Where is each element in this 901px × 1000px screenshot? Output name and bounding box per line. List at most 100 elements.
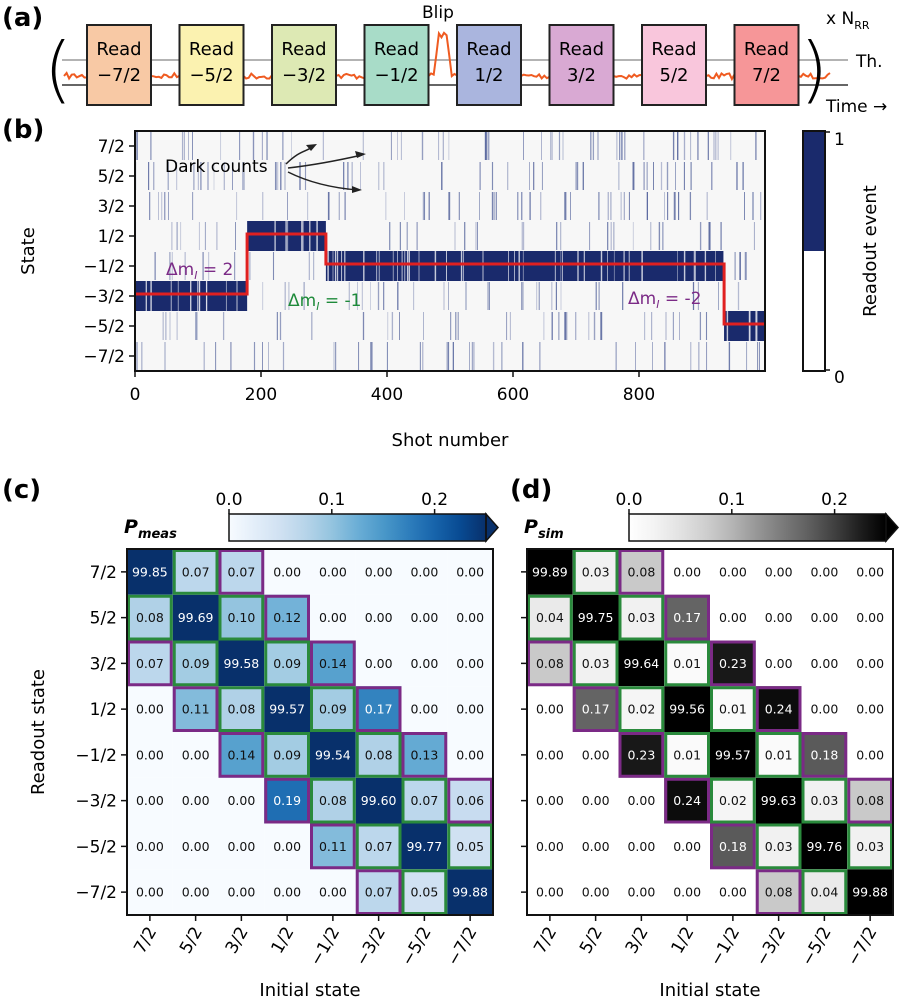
matrix-ytick-label: −5/2 bbox=[75, 837, 117, 857]
matrix-cell-value: 0.04 bbox=[810, 885, 838, 900]
matrix-cell bbox=[264, 640, 310, 687]
matrix-cell-value: 0.01 bbox=[765, 747, 793, 762]
read-label-bottom: 7/2 bbox=[752, 65, 781, 86]
delta-m1-outline bbox=[527, 594, 573, 641]
delta-m-annotation-3: ΔmI = -2 bbox=[628, 289, 701, 311]
delta-m1-outline bbox=[172, 640, 219, 687]
matrix-cell bbox=[710, 777, 756, 824]
matrix-cell-value: 0.00 bbox=[582, 839, 610, 854]
matrix-cell-value: 0.07 bbox=[365, 839, 393, 854]
colorbar-tick-label: 0.2 bbox=[421, 490, 448, 510]
delta-m2-outline bbox=[618, 549, 665, 595]
read-block-1: Read −5/2 bbox=[178, 24, 245, 106]
matrix-cell bbox=[218, 640, 265, 687]
matrix-cell-value: 0.00 bbox=[410, 656, 438, 671]
read-box bbox=[548, 24, 615, 106]
matrix-cell bbox=[172, 777, 219, 824]
panel-b-state-trace: 7/2 5/2 3/2 1/2 −1/2 −3/2 −5/2 −7/2 0 200 400 600 8… bbox=[18, 130, 881, 451]
matrix-ytick-label: 5/2 bbox=[90, 609, 117, 629]
matrix-cell-value: 0.00 bbox=[810, 656, 838, 671]
matrix-cell bbox=[172, 549, 219, 595]
matrix-cell bbox=[618, 594, 665, 641]
matrix-cell-value: 0.17 bbox=[673, 610, 701, 625]
delta-m-annotation-1: ΔmI = 2 bbox=[166, 260, 233, 282]
matrix-cell-value: 0.00 bbox=[182, 885, 210, 900]
matrix-cell bbox=[355, 732, 402, 778]
matrix-cell-value: 0.00 bbox=[319, 885, 347, 900]
matrix-cell bbox=[218, 594, 265, 641]
delta-m1-outline bbox=[755, 823, 802, 870]
matrix-cell bbox=[401, 549, 448, 595]
matrix-cell bbox=[847, 777, 893, 824]
delta-m1-outline bbox=[618, 594, 665, 641]
matrix-cell bbox=[447, 869, 493, 915]
matrix-cell-value: 0.17 bbox=[582, 702, 610, 717]
delta-m1-outline bbox=[264, 732, 310, 778]
matrix-cell-value: 0.00 bbox=[627, 793, 655, 808]
matrix-cell bbox=[664, 640, 710, 687]
delta-m2-outline bbox=[847, 777, 893, 824]
matrix-cell bbox=[218, 732, 265, 778]
matrix-cell-value: 0.03 bbox=[582, 656, 610, 671]
matrix-xtick-label: 5/2 bbox=[576, 924, 607, 958]
matrix-xtick-label: −3/2 bbox=[352, 924, 390, 970]
matrix-ytick-label: −3/2 bbox=[75, 792, 117, 812]
matrix-cell-value: 99.64 bbox=[623, 656, 659, 671]
matrix-cell-value: 0.00 bbox=[536, 793, 564, 808]
matrix-cell-value: 0.07 bbox=[182, 564, 210, 579]
delta-m1-outline bbox=[355, 823, 402, 870]
b-ytick-label: −7/2 bbox=[83, 347, 125, 367]
matrix-cell bbox=[618, 823, 665, 870]
matrix-cell-value: 99.56 bbox=[669, 702, 705, 717]
dark-counts-arrowhead-1 bbox=[306, 144, 317, 151]
matrix-cell-value: 99.60 bbox=[361, 793, 397, 808]
matrix-cell bbox=[172, 686, 219, 732]
matrix-cell bbox=[127, 869, 173, 915]
matrix-cell bbox=[755, 732, 802, 778]
colorbar-gradient bbox=[229, 514, 486, 541]
matrix-cell-value: 0.23 bbox=[627, 747, 655, 762]
matrix-cell bbox=[127, 594, 173, 641]
matrix-ytick-label: 3/2 bbox=[90, 654, 117, 674]
matrix-cell-value: 0.17 bbox=[365, 702, 393, 717]
read-box bbox=[456, 24, 522, 106]
delta-m2-outline bbox=[755, 686, 802, 732]
matrix-cell-value: 0.00 bbox=[136, 839, 164, 854]
matrix-cell bbox=[172, 823, 219, 870]
matrix-cell bbox=[527, 823, 573, 870]
matrix-cell-value: 0.00 bbox=[719, 564, 747, 579]
matrix-cell bbox=[264, 686, 310, 732]
delta-m2-outline bbox=[355, 869, 402, 915]
delta-m2-outline bbox=[618, 732, 665, 778]
colorbar-frame bbox=[228, 513, 487, 542]
matrix-cell bbox=[527, 594, 573, 641]
b-ytick-label: −3/2 bbox=[83, 287, 125, 307]
delta-m1-outline bbox=[218, 594, 265, 641]
delta-m2-outline bbox=[310, 640, 356, 687]
matrix-cell-value: 0.09 bbox=[273, 747, 301, 762]
matrix-cell-value: 99.89 bbox=[532, 564, 568, 579]
panel-b-colorbar-label: Readout event bbox=[860, 185, 881, 317]
matrix-cell-value: 0.00 bbox=[673, 564, 701, 579]
matrix-cell bbox=[401, 640, 448, 687]
matrix-cell bbox=[310, 594, 356, 641]
delta-m2-outline bbox=[172, 686, 219, 732]
matrix-cell-value: 0.24 bbox=[673, 793, 701, 808]
read-box bbox=[86, 24, 152, 106]
delta-m1-outline bbox=[801, 777, 848, 824]
matrix-cell bbox=[127, 686, 173, 732]
matrix-cell bbox=[710, 640, 756, 687]
matrix-cell-value: 0.03 bbox=[627, 610, 655, 625]
colorbar-tick-label: 0.0 bbox=[615, 490, 642, 510]
matrix-xtick-label: −3/2 bbox=[752, 924, 790, 970]
state-block-2 bbox=[325, 251, 725, 281]
matrix-cell bbox=[527, 869, 573, 915]
matrix-cell bbox=[847, 686, 893, 732]
matrix-cell bbox=[755, 869, 802, 915]
matrix-cell-value: 99.88 bbox=[452, 885, 488, 900]
read-label-bottom: −1/2 bbox=[374, 65, 418, 86]
matrix-cell bbox=[801, 732, 848, 778]
matrix-cell-value: 0.00 bbox=[319, 610, 347, 625]
panel-b-frame bbox=[134, 130, 766, 372]
